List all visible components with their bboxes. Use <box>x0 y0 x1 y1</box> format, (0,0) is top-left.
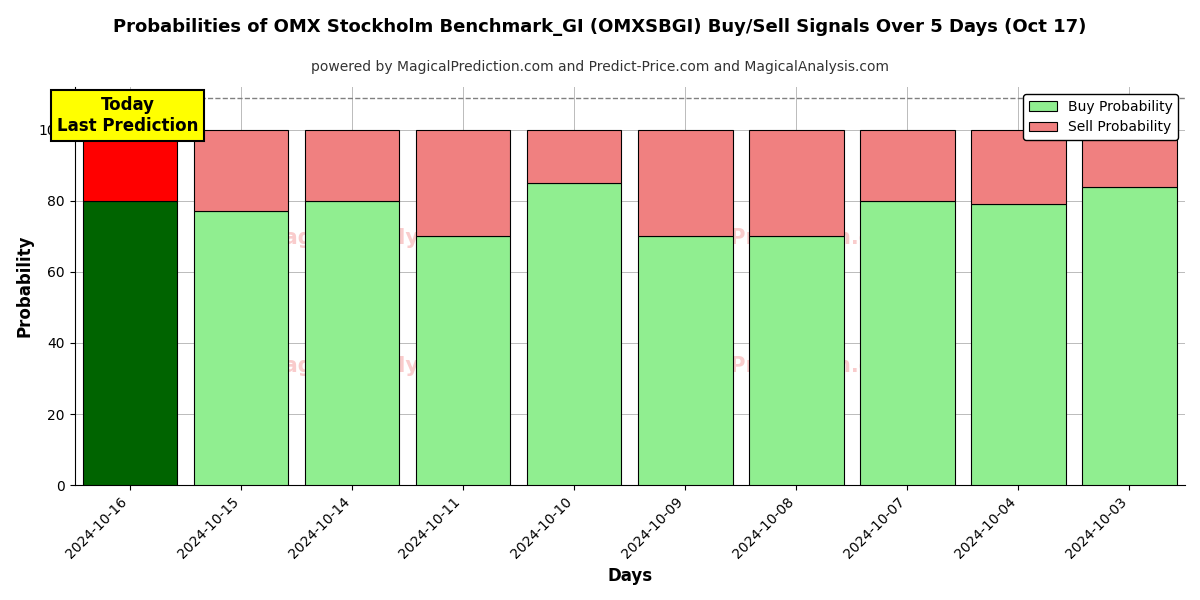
Text: MagicalAnalysis.com: MagicalAnalysis.com <box>263 356 508 376</box>
Text: Today
Last Prediction: Today Last Prediction <box>58 96 199 134</box>
Bar <box>527 130 622 183</box>
Bar <box>638 236 732 485</box>
Bar <box>1082 130 1177 187</box>
Legend: Buy Probability, Sell Probability: Buy Probability, Sell Probability <box>1024 94 1178 140</box>
Text: powered by MagicalPrediction.com and Predict-Price.com and MagicalAnalysis.com: powered by MagicalPrediction.com and Pre… <box>311 60 889 74</box>
Bar <box>305 130 400 201</box>
Bar <box>416 236 510 485</box>
Bar <box>749 130 844 236</box>
Bar <box>638 130 732 236</box>
Y-axis label: Probability: Probability <box>16 235 34 337</box>
Text: MagicalPrediction.com: MagicalPrediction.com <box>641 229 907 248</box>
Bar <box>83 130 178 201</box>
Bar <box>527 183 622 485</box>
Bar <box>194 211 288 485</box>
Bar <box>860 201 955 485</box>
Bar <box>416 130 510 236</box>
Bar <box>860 130 955 201</box>
X-axis label: Days: Days <box>607 567 653 585</box>
Bar <box>971 130 1066 205</box>
Bar <box>1082 187 1177 485</box>
Text: MagicalAnalysis.com: MagicalAnalysis.com <box>263 229 508 248</box>
Bar <box>971 205 1066 485</box>
Text: MagicalPrediction.com: MagicalPrediction.com <box>641 356 907 376</box>
Bar <box>305 201 400 485</box>
Text: Probabilities of OMX Stockholm Benchmark_GI (OMXSBGI) Buy/Sell Signals Over 5 Da: Probabilities of OMX Stockholm Benchmark… <box>113 18 1087 36</box>
Bar <box>749 236 844 485</box>
Bar <box>194 130 288 211</box>
Bar <box>83 201 178 485</box>
